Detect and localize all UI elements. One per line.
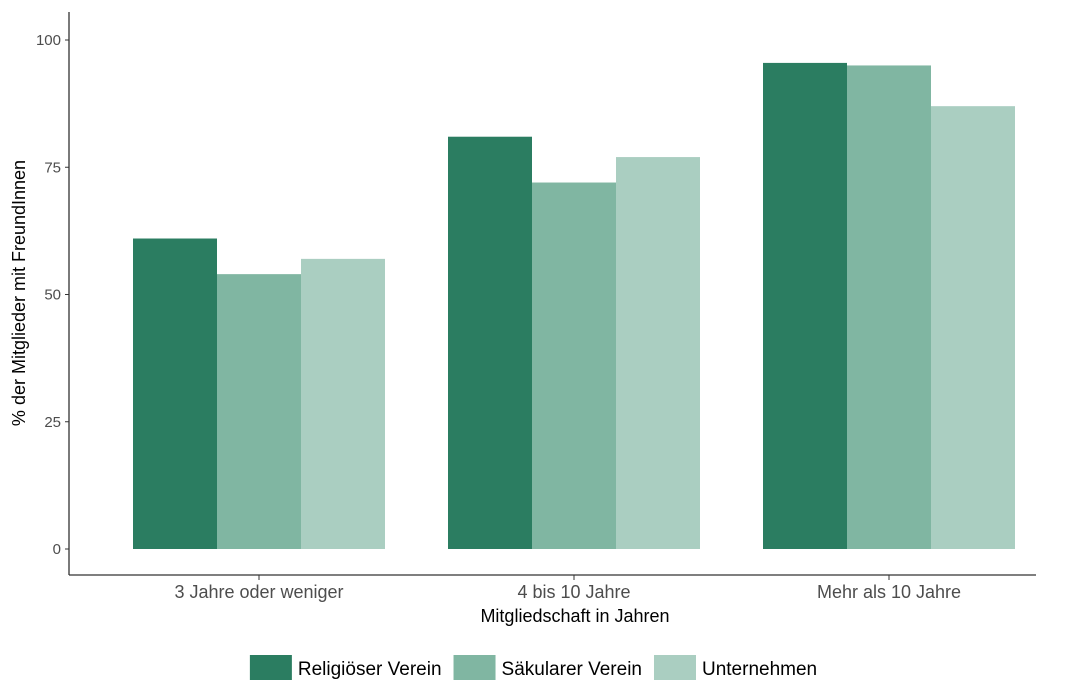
bar-2-1 [217,274,301,549]
y-tick-label: 0 [53,541,61,558]
y-axis-ticks: 0 25 50 75 100 [36,32,69,558]
legend-item-3: Unternehmen [653,655,817,680]
bar-3-2 [616,157,700,549]
legend-label: Säkularer Verein [502,659,642,680]
bar-1-1 [133,238,217,549]
y-tick-label: 25 [44,414,61,431]
bar-1-2 [448,136,532,549]
x-tick-label: 4 bis 10 Jahre [517,582,630,602]
x-tick-label: Mehr als 10 Jahre [817,582,961,602]
bar-3-1 [301,258,385,549]
legend: Religiöser Verein Säkularer Verein Unterne… [249,655,817,680]
y-axis-title: % der Mitglieder mit FreundInnen [9,160,29,426]
y-tick-label: 100 [36,32,61,49]
bar-3-3 [931,106,1015,550]
legend-swatch [453,655,496,680]
bar-2-2 [532,182,616,549]
legend-item-2: Säkularer Verein [453,655,642,680]
x-axis-title: Mitgliedschaft in Jahren [480,606,669,626]
legend-label: Unternehmen [702,659,817,680]
y-tick-label: 75 [44,159,61,176]
bar-2-3 [847,65,931,549]
legend-label: Religiöser Verein [298,659,442,680]
y-tick-label: 50 [44,287,61,304]
bar-1-3 [763,62,847,549]
x-tick-label: 3 Jahre oder weniger [174,582,343,602]
x-axis-ticks: 3 Jahre oder weniger 4 bis 10 Jahre Mehr a… [174,575,961,602]
bars-group [133,62,1015,550]
legend-swatch [249,655,292,680]
legend-item-1: Religiöser Verein [249,655,442,680]
legend-swatch [653,655,696,680]
